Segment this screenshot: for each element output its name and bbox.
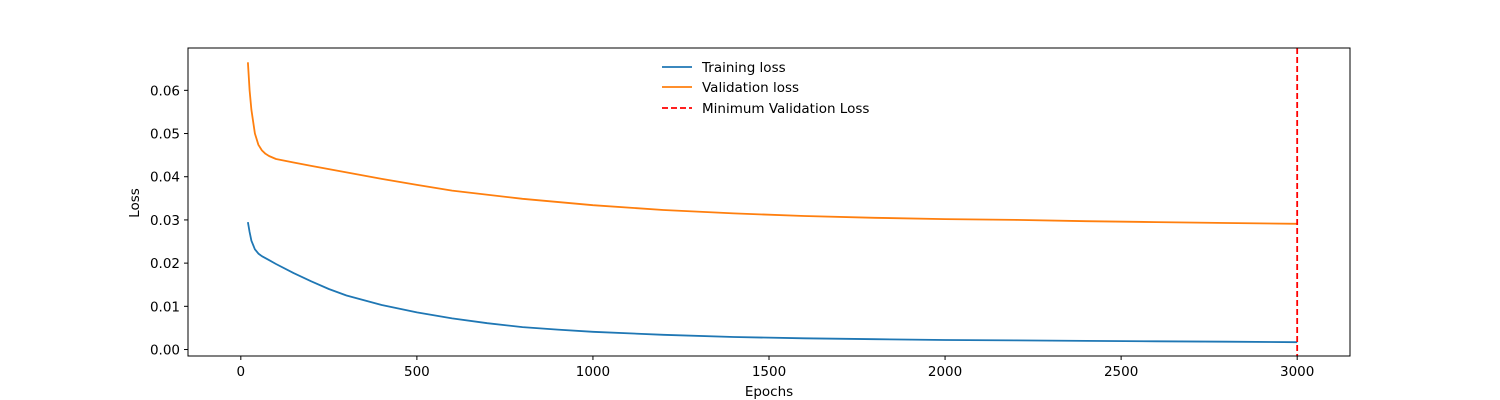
x-tick-label: 2000 — [928, 364, 962, 380]
y-tick-label: 0.06 — [150, 83, 180, 99]
legend: Training loss Validation loss Minimum Va… — [662, 60, 869, 117]
y-tick-label: 0.05 — [150, 127, 180, 143]
series-layer — [247, 62, 1298, 344]
y-tick-label: 0.04 — [150, 170, 180, 186]
x-tick-label: 3000 — [1280, 364, 1314, 380]
legend-label-validation-loss: Validation loss — [702, 80, 799, 96]
x-tick-label: 0 — [237, 364, 246, 380]
y-tick-label: 0.01 — [150, 299, 180, 315]
y-tick-label: 0.03 — [150, 213, 180, 229]
x-tick-label: 1500 — [752, 364, 786, 380]
legend-label-minimum-validation-loss: Minimum Validation Loss — [702, 101, 869, 117]
y-tick-label: 0.02 — [150, 256, 180, 272]
x-axis-ticks: 0 500 1000 1500 2000 2500 3000 — [237, 356, 1314, 380]
y-axis-label: Loss — [127, 188, 143, 218]
x-axis-label: Epochs — [745, 384, 793, 400]
y-axis-ticks: 0.00 0.01 0.02 0.03 0.04 0.05 0.06 — [150, 83, 188, 359]
series-line-validation-loss — [247, 62, 1298, 225]
x-tick-label: 2500 — [1104, 364, 1138, 380]
series-line-training-loss — [247, 221, 1298, 344]
legend-label-training-loss: Training loss — [701, 60, 786, 76]
x-tick-label: 1000 — [576, 364, 610, 380]
y-tick-label: 0.00 — [150, 343, 180, 359]
x-tick-label: 500 — [404, 364, 430, 380]
